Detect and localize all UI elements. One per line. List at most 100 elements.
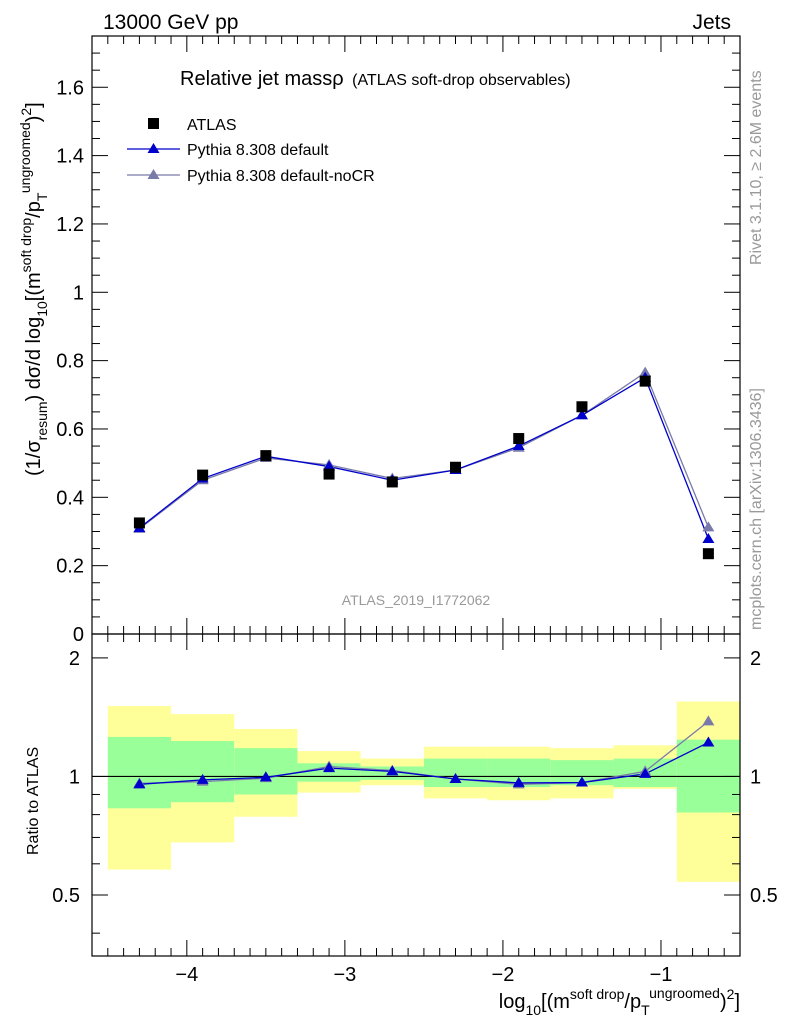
marker-atlas — [323, 468, 335, 480]
main-y-tick-label: 0.4 — [56, 487, 84, 509]
x-tick-label: −3 — [333, 964, 356, 986]
xlabel-sup-2: 2 — [727, 986, 735, 1002]
ylabel-part-e: ) — [23, 116, 45, 123]
marker-atlas — [197, 469, 209, 481]
main-y-tick-label: 0.6 — [56, 419, 84, 441]
main-panel-tick-labels: 0 0.2 0.4 0.6 0.8 1 1.2 1.4 1.6 — [56, 77, 84, 646]
xlabel-sub-T: T — [641, 1002, 650, 1018]
watermark: ATLAS_2019_I1772062 — [342, 592, 491, 608]
ratio-panel-frame — [91, 633, 741, 957]
ylabel-part-b: ) dσ/d log — [23, 317, 45, 402]
marker-default — [512, 440, 525, 451]
ratio-panel-lines — [139, 720, 709, 785]
ratio-band-inner — [107, 736, 172, 809]
ylabel-sup-softdrop: soft drop — [18, 218, 34, 273]
chart-title-sub: (ATLAS soft-drop observables) — [352, 72, 570, 89]
main-y-tick-label: 1.6 — [56, 77, 84, 99]
marker-default — [575, 409, 588, 420]
ylabel-part-a: (1/σ — [23, 440, 45, 476]
ratio-marker-default — [702, 736, 715, 747]
ratio-y-tick-label-right: 2 — [750, 648, 761, 670]
legend-default-label: Pythia 8.308 default — [187, 142, 329, 159]
ylabel-sup-ungroomed: ungroomed — [17, 122, 33, 193]
series-line-default — [139, 376, 709, 540]
xlabel-part-e: ] — [734, 991, 740, 1013]
main-y-tick-label: 1.2 — [56, 214, 84, 236]
x-tick-label: −1 — [650, 964, 673, 986]
xlabel-part-b: [(m — [541, 991, 570, 1013]
legend-default-marker — [147, 143, 160, 153]
series-line-nocr — [139, 371, 709, 530]
main-y-tick-label: 0.2 — [56, 556, 84, 578]
ratio-y-axis-label: Ratio to ATLAS — [25, 747, 42, 855]
main-y-tick-label: 0 — [73, 624, 84, 646]
marker-nocr — [702, 521, 715, 532]
x-tick-label: −4 — [175, 964, 198, 986]
main-y-axis-label: (1/σresum) dσ/d log10[(msoft drop/pTungr… — [17, 102, 50, 476]
ratio-bands — [107, 701, 740, 882]
ratio-marker-default — [133, 778, 146, 789]
rivet-version-label: Rivet 3.1.10, ≥ 2.6M events — [748, 70, 765, 265]
ratio-y-tick-label: 1 — [69, 766, 80, 788]
legend-atlas-marker — [148, 118, 159, 129]
xlabel-sup-ungroomed: ungroomed — [649, 985, 720, 1001]
xlabel-part-a: log — [499, 991, 526, 1013]
ylabel-sub-10: 10 — [34, 301, 50, 317]
marker-atlas — [386, 476, 398, 488]
ratio-marker-default — [323, 762, 336, 773]
marker-atlas — [576, 401, 588, 413]
ratio-marker-default — [575, 776, 588, 787]
ratio-panel: 0.5 0.5 1 1 2 2 −4 −3 −2 −1 Ratio to ATLAS — [25, 633, 778, 986]
ratio-panel-tick-labels: 0.5 0.5 1 1 2 2 −4 −3 −2 −1 — [52, 648, 778, 986]
marker-nocr — [639, 366, 652, 377]
ratio-marker-nocr — [702, 715, 715, 726]
ratio-line-default — [139, 741, 709, 785]
ratio-marker-default — [449, 773, 462, 784]
ratio-marker-default — [259, 771, 272, 782]
ratio-y-tick-label: 0.5 — [52, 885, 80, 907]
xlabel-sup-softdrop: soft drop — [570, 986, 625, 1002]
main-panel: 0 0.2 0.4 0.6 0.8 1 1.2 1.4 1.6 ATLAS_2019_I1772… — [17, 35, 741, 646]
ylabel-part-d: /p — [23, 201, 45, 218]
ratio-marker-default — [386, 765, 399, 776]
ylabel-sub-resum: resum — [34, 401, 50, 440]
ratio-y-tick-label: 2 — [69, 648, 80, 670]
marker-atlas — [450, 461, 462, 473]
marker-default — [702, 533, 715, 544]
ratio-band-inner — [171, 741, 235, 803]
xlabel-part-d: ) — [720, 991, 727, 1013]
main-y-tick-label: 1.4 — [56, 146, 84, 168]
chart-title: Relative jet massρ (ATLAS soft-drop obse… — [180, 68, 571, 90]
ylabel-sub-T: T — [34, 192, 50, 201]
beam-label: 13000 GeV pp — [103, 11, 238, 34]
marker-default — [323, 460, 336, 471]
legend: ATLAS Pythia 8.308 default Pythia 8.308 … — [127, 117, 375, 185]
ylabel-sup-2: 2 — [18, 108, 34, 116]
legend-nocr-marker — [147, 169, 160, 179]
marker-atlas — [702, 548, 714, 560]
ratio-panel-markers — [133, 715, 715, 789]
marker-atlas — [260, 450, 272, 462]
chart-title-main: Relative jet massρ — [180, 68, 344, 90]
process-label: Jets — [692, 11, 731, 34]
ratio-y-tick-label-right: 0.5 — [750, 885, 778, 907]
legend-atlas-label: ATLAS — [187, 117, 237, 134]
main-panel-lines — [139, 371, 709, 540]
legend-nocr-label: Pythia 8.308 default-noCR — [187, 168, 375, 185]
x-axis-label: log10[(msoft drop/pTungroomed)2] — [499, 985, 740, 1018]
main-y-tick-label: 0.8 — [56, 351, 84, 373]
xlabel-sub-10: 10 — [525, 1002, 541, 1018]
main-y-tick-label: 1 — [73, 282, 84, 304]
marker-atlas — [513, 433, 525, 445]
xlabel-part-c: /p — [624, 991, 641, 1013]
ratio-y-tick-label-right: 1 — [750, 766, 761, 788]
ratio-marker-default — [512, 776, 525, 787]
ratio-marker-default — [639, 767, 652, 778]
main-panel-markers — [133, 366, 715, 560]
ratio-band-inner — [234, 748, 298, 795]
ylabel-part-f: ] — [23, 102, 45, 108]
main-panel-ticks — [92, 35, 741, 635]
ratio-marker-default — [196, 773, 209, 784]
ylabel-part-c: [(m — [23, 272, 45, 301]
